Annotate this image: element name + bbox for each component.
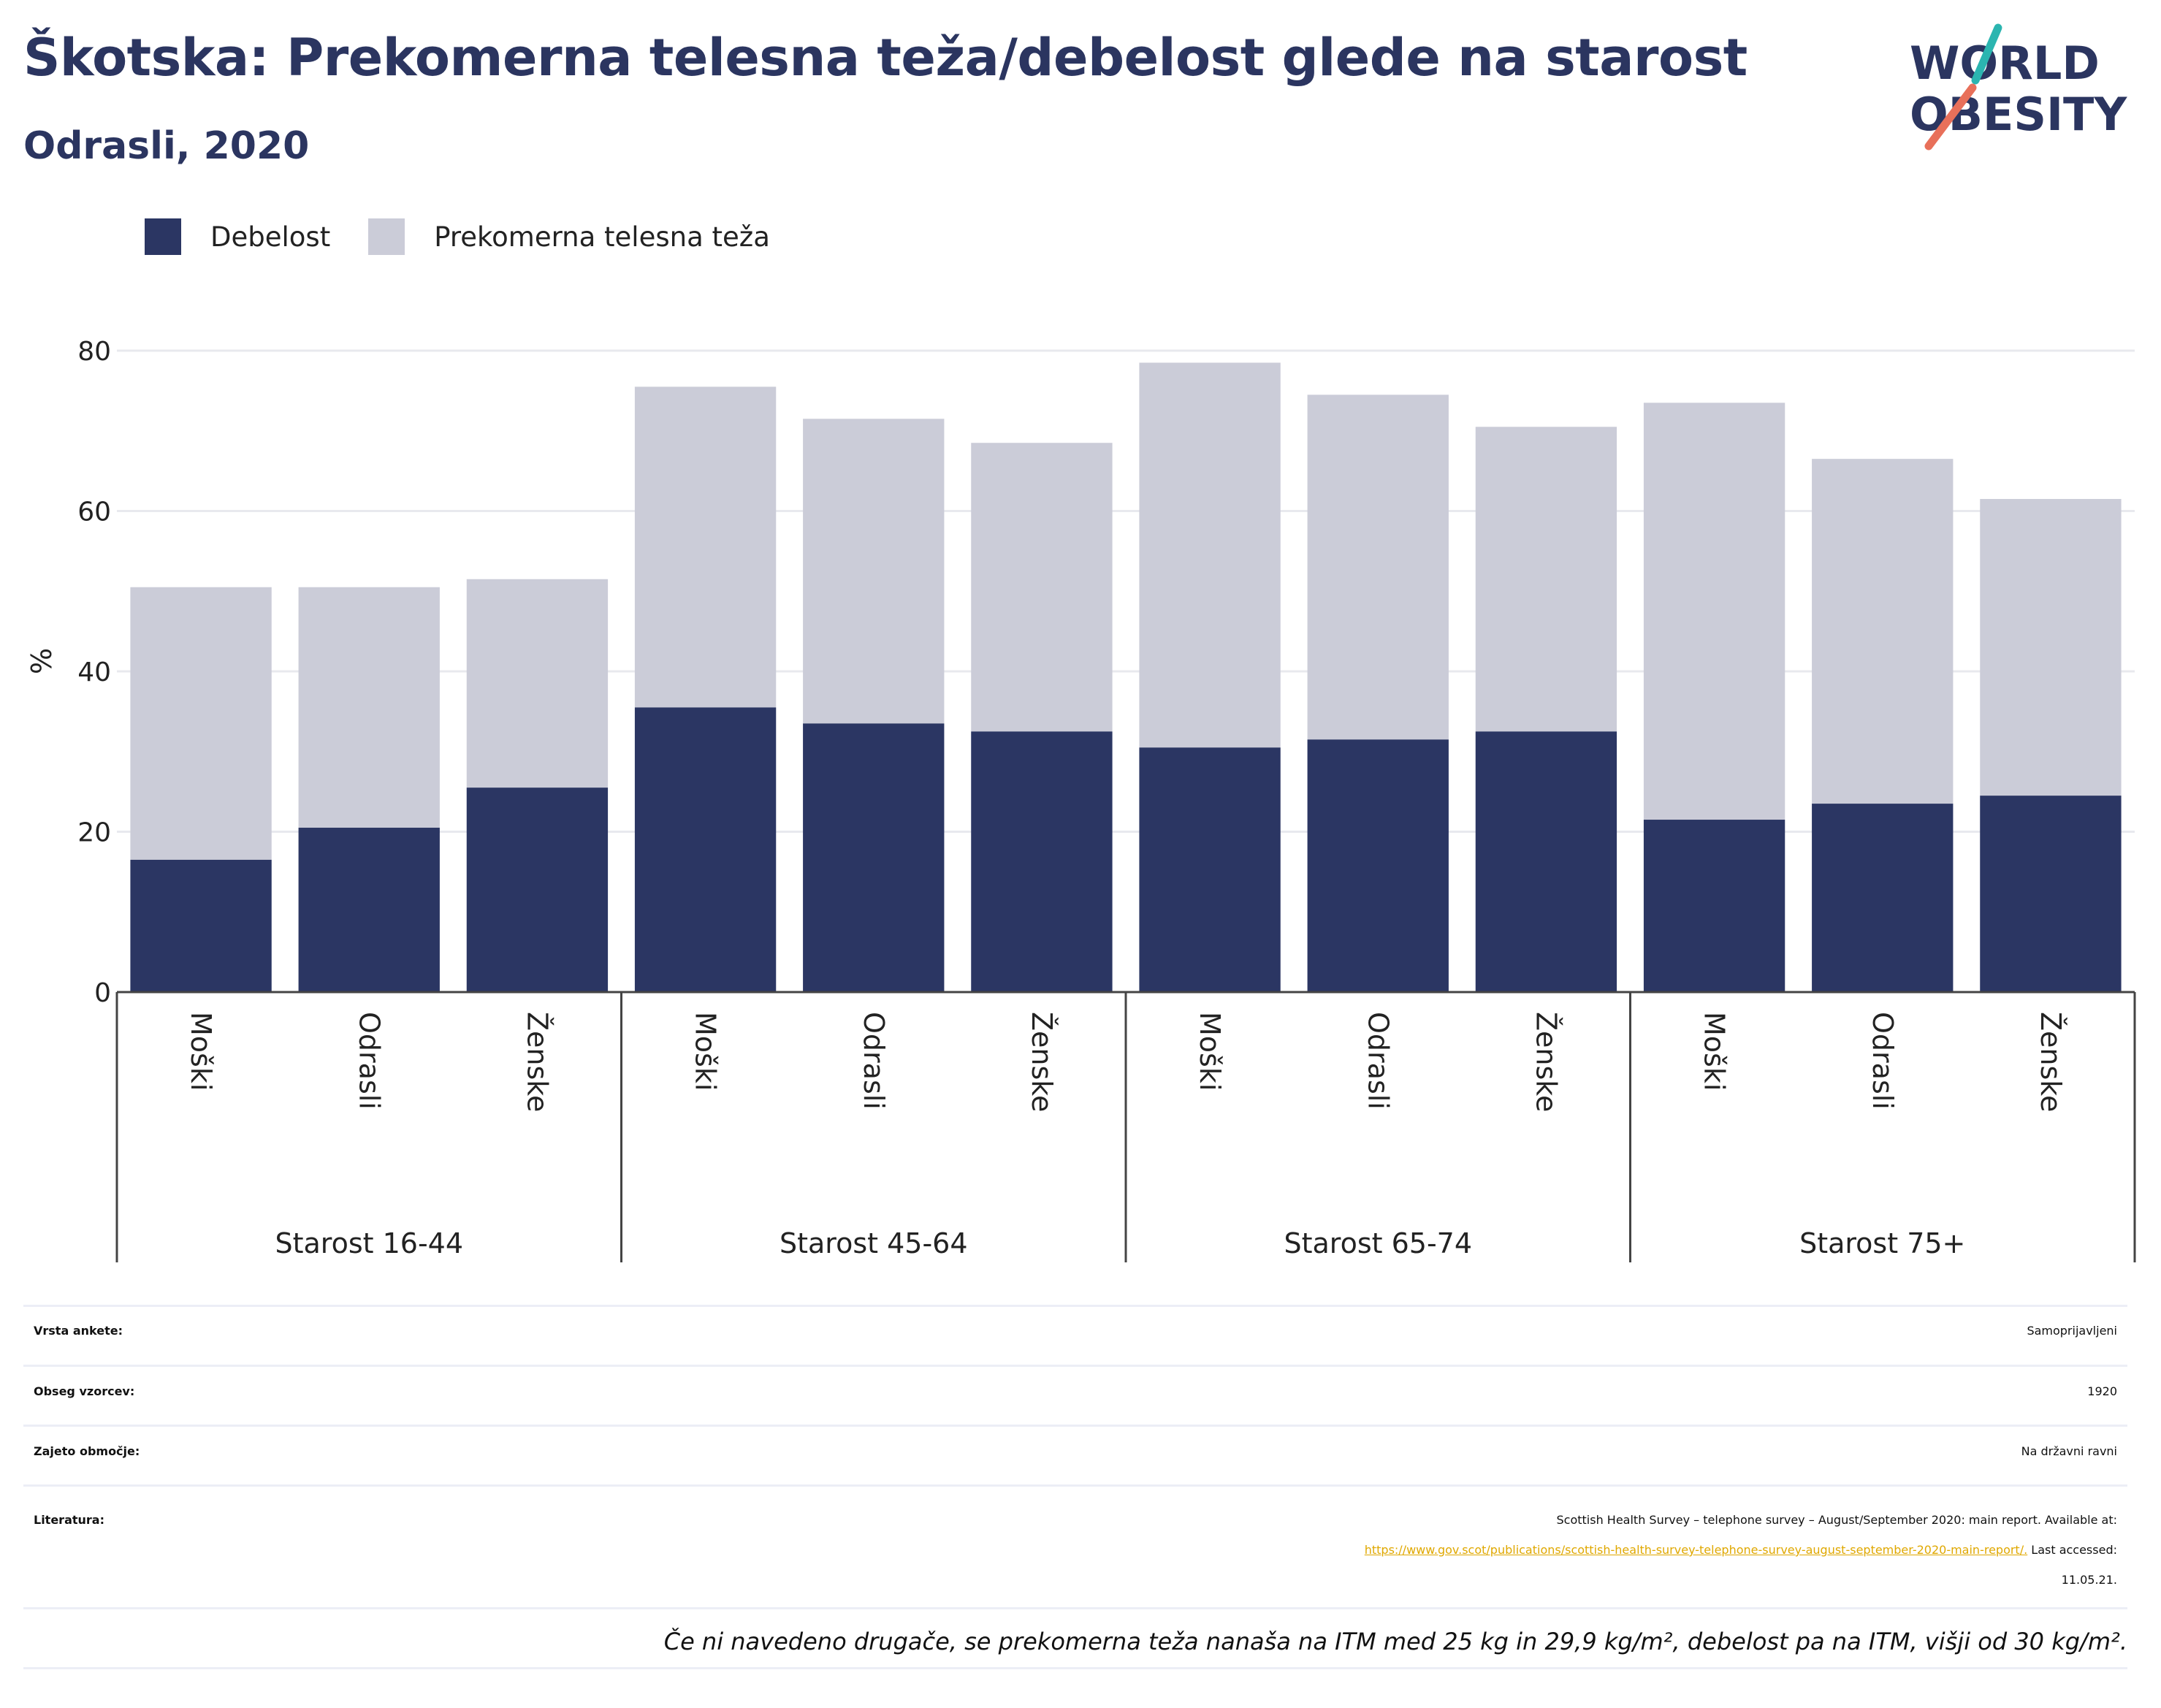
world-obesity-logo: WORLD OBESITY [1910,23,2127,150]
y-tick-label: 0 [94,978,111,1008]
bar-overweight [1307,394,1449,740]
bar-obesity [971,731,1113,992]
info-value: Samoprijavljeni [2027,1324,2117,1338]
legend-swatch-overweight [368,218,405,255]
literature-accessed: Last accessed: [2027,1543,2117,1557]
bar-overweight [1643,403,1785,820]
y-tick-label: 40 [77,657,111,687]
x-tick-label: Moški [185,1012,217,1091]
x-group-label: Starost 16-44 [275,1227,463,1259]
x-tick-label: Odrasli [858,1012,890,1110]
x-tick-label: Ženske [1026,1012,1058,1112]
bar-overweight [1139,362,1281,748]
bar-overweight [1812,459,1954,804]
bar-obesity [466,788,609,992]
bar-obesity [634,707,777,992]
x-tick-label: Ženske [2035,1012,2067,1112]
bar-overweight [1980,499,2122,796]
info-value: 1920 [2087,1384,2117,1398]
page-subtitle: Odrasli, 2020 [23,124,310,168]
bar-obesity [298,828,440,992]
bar-overweight [298,587,440,828]
literature-link[interactable]: https://www.gov.scot/publications/scotti… [1364,1543,2028,1557]
bar-obesity [1643,820,1785,992]
logo-line2: OBESITY [1910,88,2127,141]
y-axis-label: % [26,648,58,674]
bar-obesity [130,859,272,992]
x-group-label: Starost 65-74 [1284,1227,1472,1259]
info-label: Literatura: [34,1513,104,1527]
x-tick-label: Moški [690,1012,722,1091]
x-tick-label: Ženske [1530,1012,1562,1112]
legend-label-overweight: Prekomerna telesna teža [434,221,770,253]
chart-legend: Debelost Prekomerna telesna teža [145,216,808,257]
info-separator [23,1305,2127,1307]
bar-overweight [971,443,1113,732]
x-tick-label: Odrasli [1362,1012,1394,1110]
x-tick-label: Odrasli [1867,1012,1899,1110]
bar-obesity [1475,731,1617,992]
legend-swatch-obesity [145,218,181,255]
y-tick-label: 80 [77,337,111,367]
bar-overweight [130,587,272,860]
logo-line1: WORLD [1910,37,2100,90]
info-label: Zajeto območje: [34,1444,140,1458]
bar-obesity [1139,747,1281,992]
info-separator [23,1484,2127,1487]
logo-slash-teal [1971,23,2002,85]
literature-text: Scottish Health Survey – telephone surve… [1556,1513,2118,1527]
bar-overweight [1475,427,1617,732]
bar-obesity [803,723,945,992]
info-separator [23,1365,2127,1367]
logo-slash-coral [1924,83,1977,150]
x-tick-label: Odrasli [353,1012,385,1110]
x-tick-label: Moški [1699,1012,1731,1091]
bar-chart: 0 20 40 60 80% Moški Odrasli Ženske Starost 16-4… [26,337,2136,1262]
legend-label-obesity: Debelost [210,221,331,253]
info-separator [23,1607,2127,1609]
y-tick-label: 60 [77,497,111,527]
x-group-label: Starost 45-64 [780,1227,968,1259]
info-label: Vrsta ankete: [34,1324,123,1338]
bar-overweight [634,386,777,708]
bar-obesity [1307,739,1449,992]
y-tick-label: 20 [77,818,111,848]
info-value: Na državni ravni [2021,1444,2117,1458]
bar-obesity [1980,796,2122,992]
bar-overweight [803,419,945,724]
bar-obesity [1812,804,1954,992]
definition-note: Če ni navedeno drugače, se prekomerna te… [663,1628,2127,1655]
x-tick-label: Ženske [521,1012,553,1112]
literature-date: 11.05.21. [2061,1573,2117,1587]
x-group-label: Starost 75+ [1799,1227,1965,1259]
x-tick-label: Moški [1194,1012,1226,1091]
info-separator [23,1667,2127,1669]
info-label: Obseg vzorcev: [34,1384,135,1398]
info-separator [23,1425,2127,1427]
page-title: Škotska: Prekomerna telesna teža/debelos… [23,28,1748,88]
bar-overweight [466,579,609,788]
